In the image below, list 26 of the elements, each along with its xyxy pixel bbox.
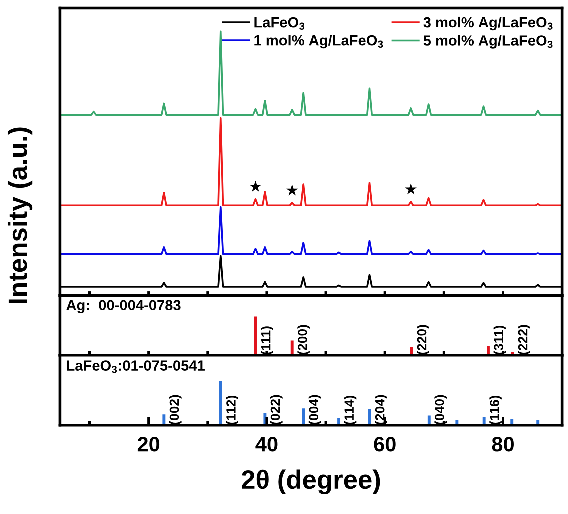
chart-title: Ag: 00-004-0783 bbox=[66, 300, 181, 314]
x-axis-title: 2θ (degree) bbox=[242, 470, 380, 495]
legend-label: LaFeO$_{3}$ bbox=[254, 17, 305, 30]
annotation: (022) bbox=[270, 395, 283, 425]
annotation: (200) bbox=[298, 325, 310, 355]
legend-label: 1 mol% Ag/LaFeO$_{3}$ bbox=[254, 35, 384, 49]
x-tick-label: 80 bbox=[492, 437, 514, 452]
annotation: (220) bbox=[417, 325, 430, 355]
annotation: ★ bbox=[250, 180, 262, 192]
legend-label: 5 mol% Ag/LaFeO$_{3}$ bbox=[424, 35, 553, 49]
x-tick-label: 20 bbox=[138, 437, 160, 452]
annotation: ★ bbox=[286, 184, 298, 196]
annotation: (112) bbox=[226, 396, 238, 425]
x-tick-label: 40 bbox=[256, 437, 278, 452]
annotation: (004) bbox=[308, 395, 322, 425]
legend-label: 3 mol% Ag/LaFeO$_{3}$ bbox=[424, 16, 553, 31]
annotation: (114) bbox=[344, 396, 357, 425]
annotation: (111) bbox=[261, 326, 274, 355]
y-axis-title: Intensity (a.u.) bbox=[8, 128, 33, 304]
chart-title: LaFeO$_{3}$:01-075-0541 bbox=[67, 360, 205, 374]
annotation: (002) bbox=[169, 395, 182, 425]
annotation: ★ bbox=[405, 184, 417, 195]
annotation: (040) bbox=[434, 395, 448, 425]
x-tick-label: 60 bbox=[374, 437, 396, 452]
annotation: (222) bbox=[518, 325, 530, 355]
annotation: (116) bbox=[490, 396, 502, 425]
